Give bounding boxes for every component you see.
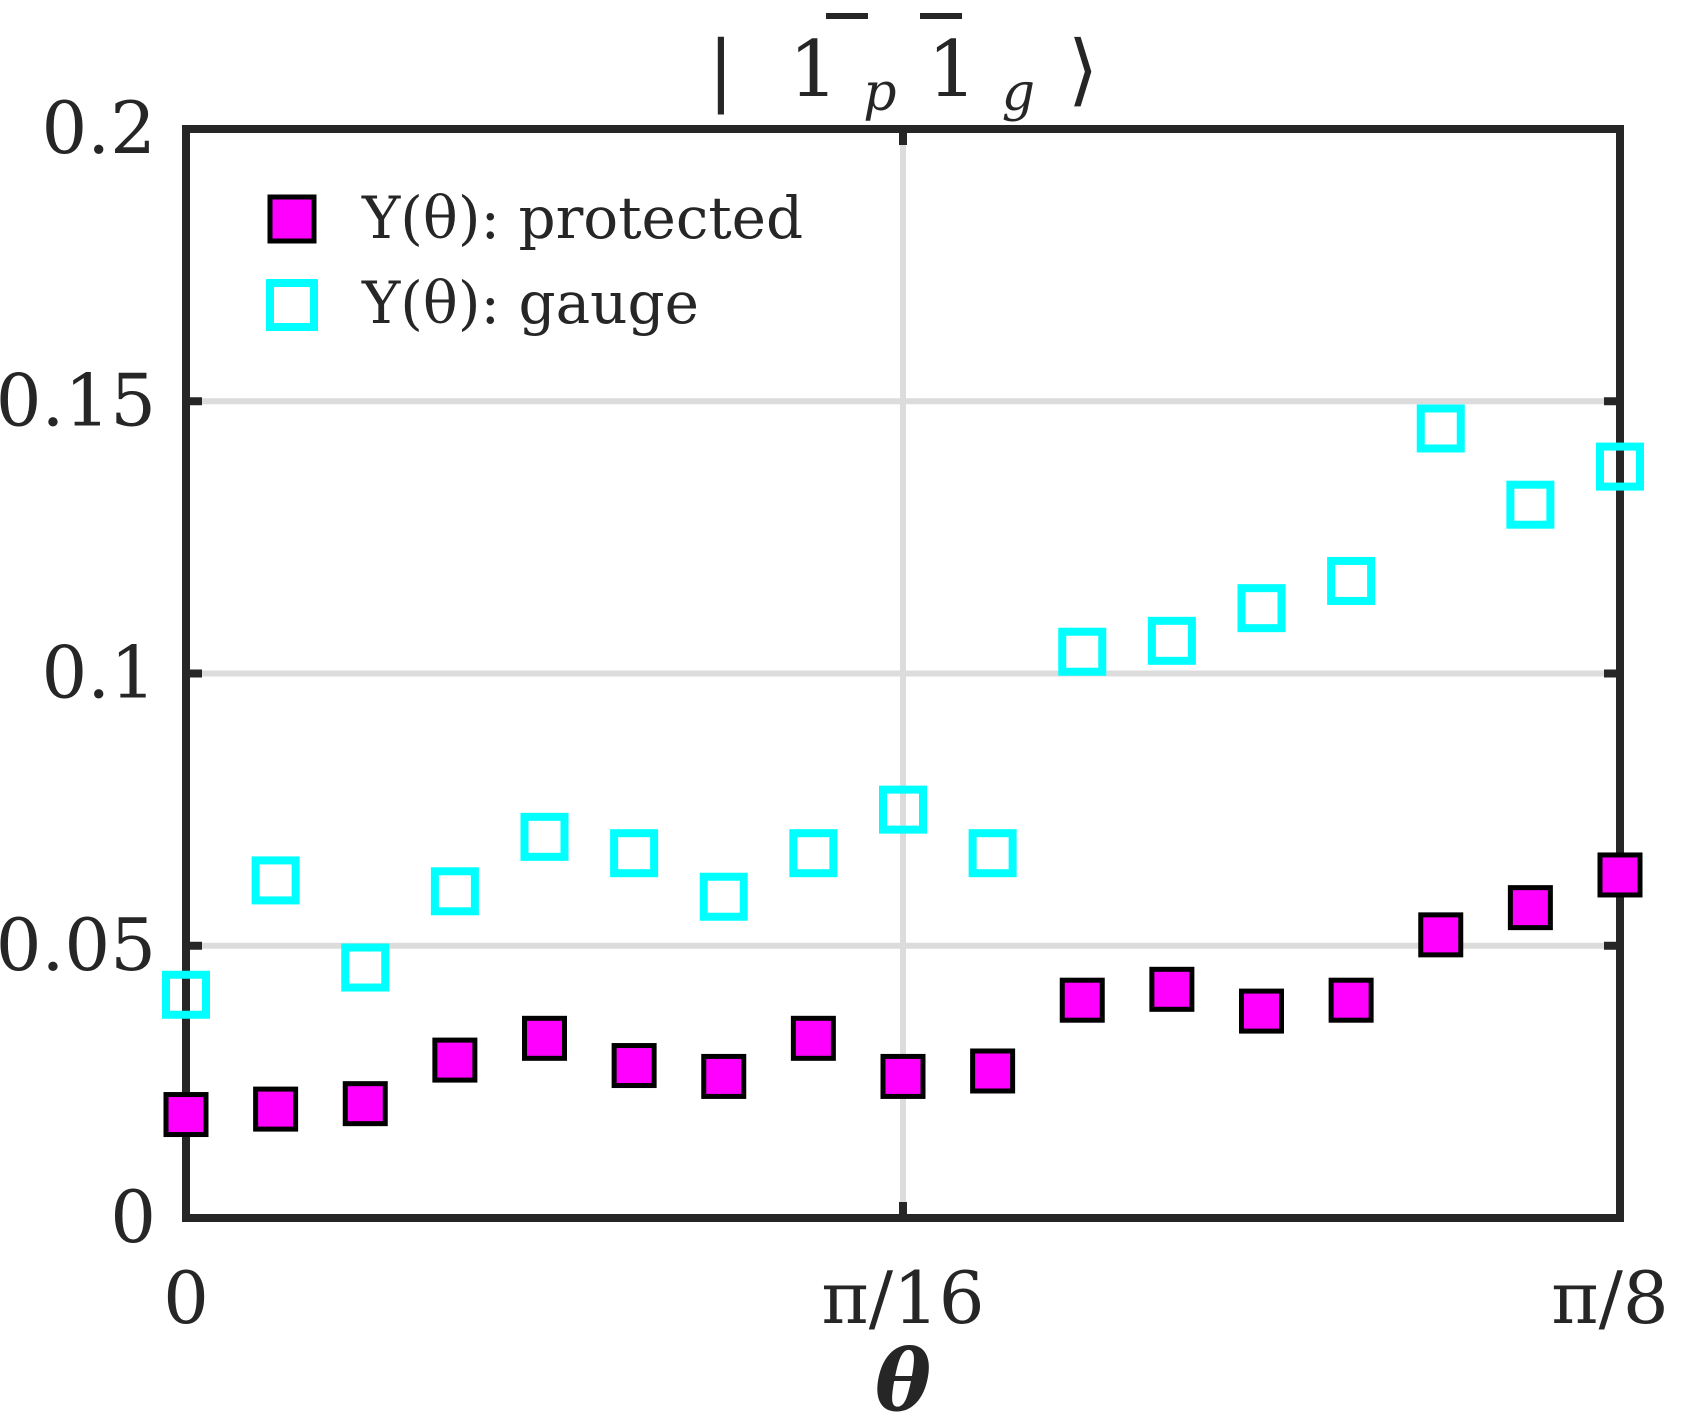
point-protected	[1597, 852, 1643, 898]
y-tick-label: 0.1	[41, 631, 156, 715]
point-protected	[1418, 912, 1464, 958]
grid-lines	[186, 129, 1620, 1218]
point-gauge	[1058, 627, 1107, 676]
tick-labels: 0 0.05 0.1 0.15 0.2 0 π/16 π/8	[0, 86, 1669, 1340]
point-gauge	[699, 872, 748, 921]
point-gauge	[1237, 584, 1286, 633]
point-gauge	[1596, 442, 1644, 491]
point-gauge	[789, 829, 838, 878]
point-gauge	[1506, 480, 1555, 529]
series-protected	[163, 852, 1643, 1138]
tick-marks	[186, 129, 1620, 1218]
point-protected	[790, 1015, 836, 1061]
legend-label-gauge: Y(θ): gauge	[361, 269, 699, 337]
title-subscript-2: g	[1002, 63, 1035, 123]
title-right-angle: ⟩	[1068, 25, 1098, 115]
point-protected	[1149, 966, 1195, 1012]
x-axis-label: θ	[875, 1331, 931, 1426]
point-gauge	[341, 943, 390, 992]
point-protected	[880, 1053, 926, 1099]
legend-label-protected: Y(θ): protected	[361, 184, 803, 252]
point-gauge	[1416, 404, 1465, 453]
legend-marker-protected	[267, 194, 317, 244]
point-protected	[1059, 977, 1105, 1023]
point-protected	[1239, 988, 1284, 1034]
point-gauge	[430, 867, 479, 916]
point-gauge	[968, 829, 1017, 878]
y-tick-label: 0.05	[0, 903, 156, 987]
point-gauge	[520, 812, 569, 861]
title-symbol-2: 1	[927, 25, 977, 115]
title-left-bar: |	[708, 25, 734, 115]
title-subscript-1: p	[863, 63, 896, 123]
legend-marker-gauge	[266, 279, 318, 331]
legend: Y(θ): protected Y(θ): gauge	[266, 184, 803, 337]
point-protected	[611, 1043, 657, 1089]
point-protected	[522, 1015, 567, 1061]
point-protected	[342, 1081, 388, 1127]
chart-title: | 1 p 1 g ⟩	[708, 25, 1099, 129]
point-gauge	[1147, 616, 1196, 665]
point-protected	[1328, 977, 1374, 1023]
point-protected	[432, 1037, 478, 1083]
y-tick-label: 0.2	[41, 86, 156, 170]
point-protected	[253, 1086, 299, 1132]
point-protected	[1507, 885, 1553, 931]
point-gauge	[251, 856, 300, 905]
point-gauge	[879, 785, 927, 834]
point-protected	[163, 1092, 209, 1138]
point-gauge	[610, 829, 659, 878]
x-tick-label: 0	[163, 1256, 209, 1340]
data-series	[162, 404, 1644, 1138]
series-gauge	[162, 404, 1644, 1019]
point-gauge	[1327, 556, 1376, 605]
x-tick-label: π/8	[1551, 1256, 1668, 1340]
y-tick-label: 0.15	[0, 358, 156, 442]
point-gauge	[162, 970, 210, 1019]
point-protected	[970, 1048, 1016, 1094]
x-tick-label: π/16	[821, 1256, 984, 1340]
point-protected	[701, 1053, 747, 1099]
y-tick-label: 0	[110, 1175, 156, 1259]
title-symbol-1: 1	[789, 25, 839, 115]
